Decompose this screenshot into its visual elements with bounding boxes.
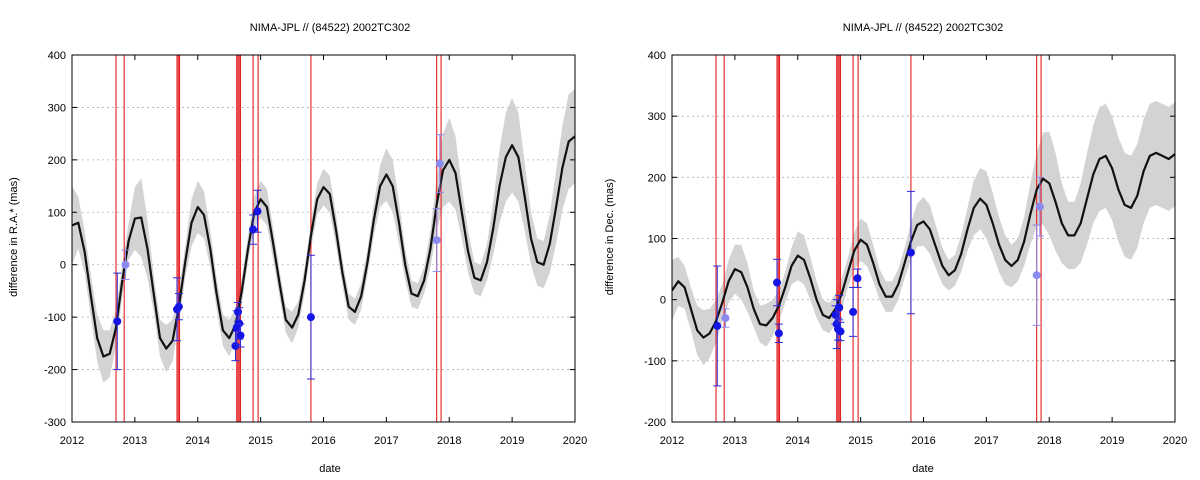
left-observation-point: [231, 341, 240, 350]
right-observation-point: [831, 310, 840, 319]
right-x-tick-label: 2014: [786, 435, 810, 447]
right-observation-point: [721, 314, 730, 323]
left-chart-title: NIMA-JPL // (84522) 2002TC302: [250, 22, 410, 34]
left-x-tick-label: 2020: [563, 435, 587, 447]
right-x-tick-label: 2013: [723, 435, 747, 447]
right-y-tick-label: -200: [644, 417, 666, 429]
right-observation-point: [835, 303, 844, 312]
right-y-tick-label: -100: [644, 356, 666, 368]
left-observation-point: [174, 302, 183, 311]
left-y-tick-label: -300: [44, 417, 66, 429]
right-observation-point: [773, 278, 782, 287]
right-observation-point: [1032, 271, 1041, 280]
right-x-tick-label: 2017: [974, 435, 998, 447]
right-x-tick-label: 2016: [911, 435, 935, 447]
right-y-tick-label: 400: [648, 50, 666, 62]
left-y-tick-label: 400: [48, 50, 66, 62]
left-plot-group: -300 -200 -100 0 100 200 300 400 2012 2013 2014 201…: [44, 50, 587, 447]
left-observation-point: [235, 319, 244, 328]
right-plot-group: -200 -100 0 100 200 300 400 2012 2013 2014 2015 201…: [644, 50, 1187, 447]
right-x-tick-label: 2015: [848, 435, 872, 447]
right-y-tick-label: 0: [660, 295, 666, 307]
left-observation-point: [113, 317, 122, 326]
right-uncertainty-band: [672, 100, 1175, 366]
right-observation-point: [849, 307, 858, 316]
left-y-tick-label: -100: [44, 312, 66, 324]
right-y-tick-label: 200: [648, 172, 666, 184]
left-x-tick-label: 2018: [437, 435, 461, 447]
right-observation-point: [836, 327, 845, 336]
left-panel: NIMA-JPL // (84522) 2002TC302 -300 -200 -1…: [8, 22, 587, 475]
left-observation-point: [121, 260, 130, 269]
left-x-tick-label: 2014: [186, 435, 210, 447]
left-y-tick-label: 0: [60, 260, 66, 272]
right-x-tick-label: 2018: [1037, 435, 1061, 447]
right-observation-point: [774, 329, 783, 338]
right-observation-point: [906, 248, 915, 257]
left-x-tick-label: 2012: [60, 435, 84, 447]
left-y-axis-label: difference in R.A.* (mas): [8, 177, 20, 297]
left-observation-point: [233, 307, 242, 316]
left-y-tick-label: 200: [48, 155, 66, 167]
left-observation-point: [432, 236, 441, 245]
left-observation-point: [253, 207, 262, 216]
right-observation-point: [1035, 202, 1044, 211]
left-uncertainty-band: [72, 89, 575, 383]
right-x-axis-label: date: [912, 463, 933, 475]
right-panel: NIMA-JPL // (84522) 2002TC302 -200 -100 0 1…: [604, 22, 1187, 475]
left-observation-point: [435, 159, 444, 168]
left-x-tick-label: 2013: [123, 435, 147, 447]
left-observation-point: [249, 225, 258, 234]
left-x-tick-label: 2015: [248, 435, 272, 447]
left-x-tick-label: 2016: [311, 435, 335, 447]
right-model-curve: [672, 151, 1175, 339]
left-x-axis-label: date: [319, 463, 340, 475]
left-model-curve: [72, 135, 575, 358]
right-x-tick-label: 2012: [660, 435, 684, 447]
left-y-tick-label: -200: [44, 365, 66, 377]
right-y-tick-label: 100: [648, 234, 666, 246]
left-observation-point: [236, 331, 245, 340]
right-observation-point: [713, 321, 722, 330]
right-observation-point: [853, 274, 862, 283]
left-x-tick-label: 2017: [374, 435, 398, 447]
right-x-tick-label: 2020: [1163, 435, 1187, 447]
right-x-tick-label: 2019: [1100, 435, 1124, 447]
right-y-axis-label: difference in Dec. (mas): [604, 179, 616, 296]
left-x-tick-label: 2019: [500, 435, 524, 447]
left-observation-point: [306, 313, 315, 322]
left-y-tick-label: 300: [48, 102, 66, 114]
right-chart-title: NIMA-JPL // (84522) 2002TC302: [843, 22, 1003, 34]
right-y-tick-label: 300: [648, 111, 666, 123]
left-y-tick-label: 100: [48, 207, 66, 219]
